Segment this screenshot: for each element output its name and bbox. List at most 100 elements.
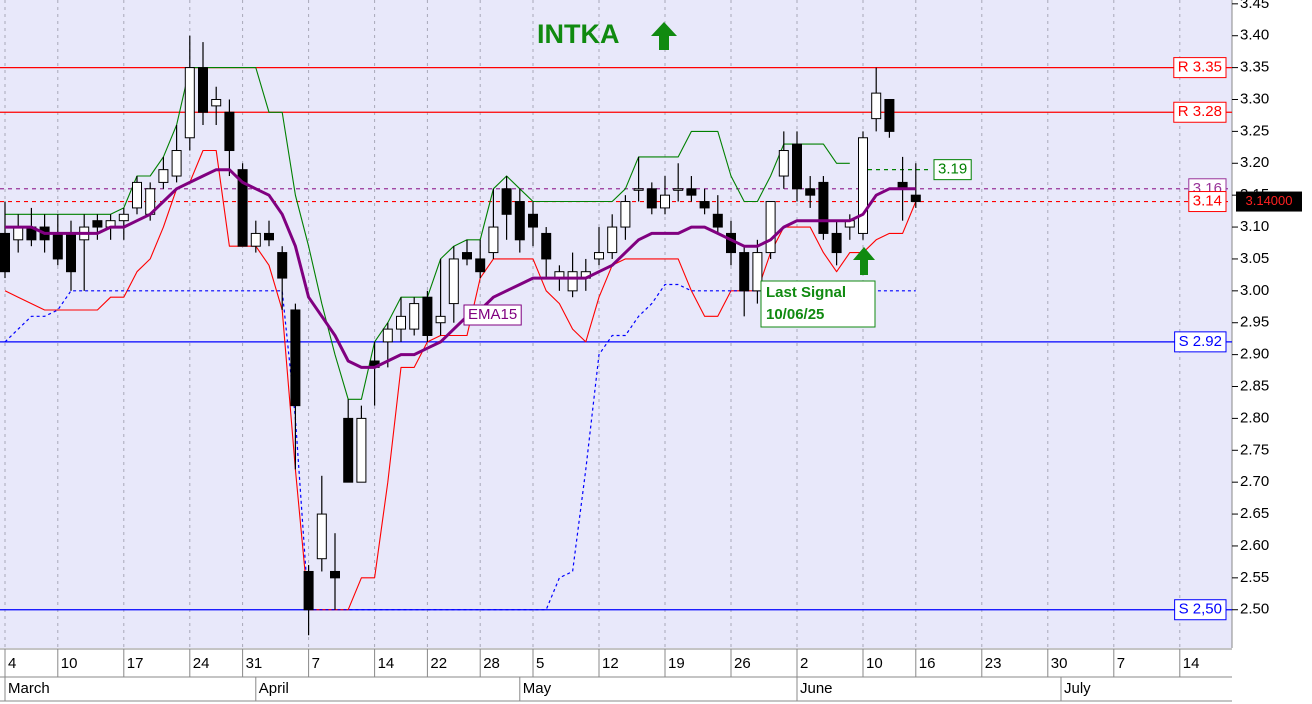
candle-body — [224, 111, 235, 152]
candle-body — [264, 232, 274, 241]
x-tick-label: 24 — [193, 655, 210, 672]
candle-body — [382, 328, 393, 343]
x-tick-label: 14 — [1183, 655, 1200, 672]
y-tick-label: 2.50 — [1240, 601, 1269, 618]
candle-body — [330, 570, 340, 579]
x-tick-label: 26 — [734, 655, 751, 672]
candle-body — [343, 417, 354, 483]
candle-body — [541, 232, 552, 260]
candle-body — [871, 92, 882, 120]
marks — [0, 35, 1232, 636]
candle-body — [660, 194, 670, 209]
y-tick-label: 2.85 — [1240, 377, 1269, 394]
month-label: June — [800, 680, 833, 697]
candle-body — [66, 232, 76, 273]
y-tick-label: 2.60 — [1240, 537, 1269, 554]
candle-body — [422, 296, 433, 336]
candle-body — [884, 98, 895, 132]
candle-body — [488, 226, 499, 254]
candle-body — [409, 303, 420, 330]
y-tick-label: 3.25 — [1240, 122, 1269, 139]
candle-body — [818, 181, 829, 234]
x-tick-label: 14 — [378, 655, 395, 672]
band-line — [4, 149, 917, 611]
candle-body — [211, 98, 222, 107]
candle-body — [118, 213, 129, 222]
y-tick-label: 3.30 — [1240, 90, 1269, 107]
candle-body — [13, 226, 24, 241]
month-label: March — [8, 680, 50, 697]
signal-box — [760, 280, 876, 328]
chart-title: INTKA — [537, 19, 620, 49]
x-tick-label: 19 — [668, 655, 685, 672]
candle-body — [158, 169, 169, 183]
candle-body — [356, 417, 367, 483]
signal-label: Last Signal — [766, 284, 846, 301]
candle-body — [673, 188, 684, 191]
candle-body — [435, 315, 446, 324]
candle-body — [699, 201, 710, 209]
y-tick-label: 2.65 — [1240, 505, 1269, 522]
candle-body — [290, 309, 301, 407]
x-tick-label: 10 — [866, 655, 883, 672]
candle-body — [514, 201, 525, 241]
y-tick-label: 2.75 — [1240, 441, 1269, 458]
month-label: April — [259, 680, 289, 697]
candle-body — [171, 150, 182, 177]
x-tick-label: 22 — [430, 655, 447, 672]
candle-body — [316, 513, 327, 560]
label-text: S 2.92 — [1179, 333, 1222, 350]
candle-body — [739, 252, 750, 292]
candle-body — [858, 137, 868, 234]
candle-body — [92, 220, 103, 228]
candle-body — [686, 188, 697, 196]
x-tick-label: 16 — [919, 655, 936, 672]
candle-body — [528, 213, 538, 228]
candle-body — [501, 188, 512, 215]
axis-background — [1232, 0, 1312, 648]
candle-body — [765, 201, 776, 254]
candle-body — [52, 232, 63, 260]
label-text: S 2,50 — [1179, 601, 1222, 618]
label-box — [1173, 101, 1227, 123]
annotations: INTKA Last Signal 10/06/25 R 3.35 R 3.28 3… — [463, 19, 1227, 621]
candle-body — [726, 232, 736, 254]
candle-body — [237, 169, 248, 247]
x-tick-label: 7 — [312, 655, 320, 672]
candle-body — [805, 188, 816, 196]
label-box — [1174, 331, 1227, 353]
x-tick-label: 23 — [985, 655, 1002, 672]
candle-body — [778, 150, 789, 177]
y-tick-label: 2.95 — [1240, 314, 1269, 331]
price-tag — [1236, 191, 1302, 212]
candle-body — [607, 226, 618, 254]
y-tick-label: 2.80 — [1240, 409, 1269, 426]
y-tick-label: 3.05 — [1240, 250, 1269, 267]
candle-body — [594, 252, 604, 260]
x-tick-label: 30 — [1051, 655, 1068, 672]
candle-body — [646, 188, 657, 209]
candle-body — [633, 188, 644, 191]
candle-body — [831, 232, 842, 254]
candle-body — [184, 67, 195, 139]
candle-body — [396, 315, 406, 330]
candle-body — [198, 67, 208, 113]
candle-body — [0, 232, 10, 273]
label-text: R 3.28 — [1178, 103, 1222, 120]
y-tick-label: 3.45 — [1240, 0, 1269, 12]
candle-body — [475, 258, 486, 273]
month-label: May — [523, 680, 552, 697]
x-tick-label: 17 — [127, 655, 144, 672]
label-text: EMA15 — [468, 306, 517, 323]
candle-body — [448, 258, 459, 305]
label-text: 3.19 — [938, 161, 967, 178]
candle-body — [752, 252, 763, 292]
label-box — [1174, 599, 1227, 621]
candle-body — [132, 181, 142, 209]
signal-arrow — [853, 247, 875, 275]
y-tick-label: 3.40 — [1240, 27, 1269, 44]
x-tick-label: 7 — [1117, 655, 1125, 672]
month-label: July — [1064, 680, 1091, 697]
